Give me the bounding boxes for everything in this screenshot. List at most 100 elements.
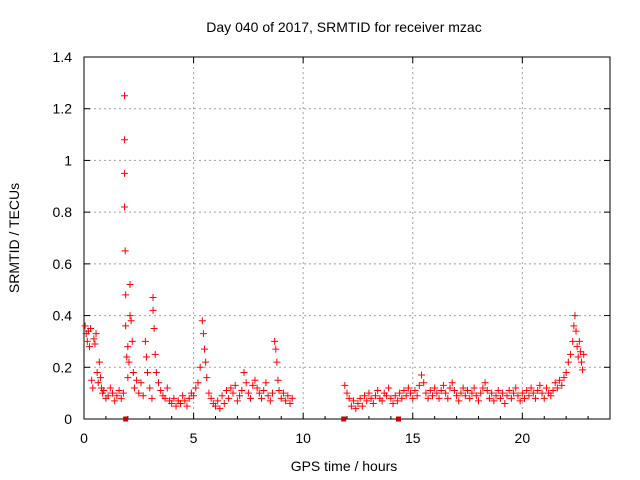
data-point [183, 402, 191, 410]
data-point [542, 384, 550, 392]
data-point [356, 394, 364, 402]
square-marker [123, 416, 129, 422]
data-point [341, 381, 349, 389]
data-point [409, 394, 417, 402]
data-point [149, 293, 157, 301]
data-point [457, 389, 465, 397]
data-point [385, 384, 393, 392]
data-point [365, 389, 373, 397]
data-point [369, 399, 377, 407]
data-point [514, 392, 522, 400]
data-point [93, 368, 101, 376]
data-point [507, 394, 515, 402]
data-point [574, 353, 582, 361]
data-point [367, 394, 375, 402]
data-point [521, 394, 529, 402]
data-point [551, 379, 559, 387]
data-point [244, 389, 252, 397]
data-point [282, 397, 290, 405]
data-point [258, 394, 266, 402]
data-point [272, 345, 280, 353]
data-point [155, 379, 163, 387]
data-point [418, 371, 426, 379]
data-point [575, 337, 583, 345]
data-point [91, 340, 99, 348]
data-point [214, 397, 222, 405]
x-axis-label: GPS time / hours [291, 458, 398, 474]
data-point [121, 247, 129, 255]
x-tick-label: 15 [405, 430, 421, 446]
data-marks [81, 92, 588, 422]
data-point [264, 392, 272, 400]
data-point [529, 389, 537, 397]
data-point [570, 322, 578, 330]
data-point [139, 392, 147, 400]
data-point [481, 379, 489, 387]
data-point [255, 389, 263, 397]
data-point [125, 358, 133, 366]
data-point [483, 387, 491, 395]
data-point [151, 350, 159, 358]
data-point [352, 405, 360, 413]
data-point [396, 389, 404, 397]
data-point [81, 322, 89, 330]
data-point [157, 387, 165, 395]
data-point [378, 397, 386, 405]
data-point [83, 337, 91, 345]
data-point [536, 381, 544, 389]
data-point [547, 392, 555, 400]
data-point [404, 384, 412, 392]
data-point [374, 387, 382, 395]
data-point [477, 389, 485, 397]
data-point [202, 358, 210, 366]
data-point [126, 281, 134, 289]
data-point [464, 387, 472, 395]
data-point [350, 397, 358, 405]
data-point [470, 384, 478, 392]
grid [84, 57, 610, 419]
data-point [128, 337, 136, 345]
data-point [453, 392, 461, 400]
data-point [92, 330, 100, 338]
data-point [446, 384, 454, 392]
data-point [450, 387, 458, 395]
data-point [558, 381, 566, 389]
data-point [273, 358, 281, 366]
data-point [407, 389, 415, 397]
data-point [137, 379, 145, 387]
x-tick-label: 0 [80, 430, 88, 446]
data-point [428, 392, 436, 400]
data-point [87, 325, 95, 332]
y-tick-label: 1.4 [53, 49, 73, 65]
data-point [455, 397, 463, 405]
data-point [442, 389, 450, 397]
y-tick-label: 0 [64, 411, 72, 427]
data-point [240, 368, 248, 376]
data-point [525, 392, 533, 400]
data-point [572, 327, 580, 335]
y-tick-label: 0.6 [53, 256, 73, 272]
data-point [466, 394, 474, 402]
data-point [415, 381, 423, 389]
data-point [115, 387, 123, 395]
data-point [121, 136, 129, 144]
data-point [163, 384, 171, 392]
data-point [150, 325, 158, 332]
data-point [538, 389, 546, 397]
data-point [358, 402, 366, 410]
data-point [274, 376, 282, 384]
data-point [190, 392, 198, 400]
data-point [194, 379, 202, 387]
data-point [288, 394, 296, 402]
data-point [141, 337, 149, 345]
data-point [247, 394, 255, 402]
data-point [251, 376, 259, 384]
data-point [238, 387, 246, 395]
data-point [135, 389, 143, 397]
y-tick-label: 0.4 [53, 308, 73, 324]
data-point [236, 392, 244, 400]
data-point [185, 394, 193, 402]
data-point [499, 389, 507, 397]
data-point [468, 389, 476, 397]
